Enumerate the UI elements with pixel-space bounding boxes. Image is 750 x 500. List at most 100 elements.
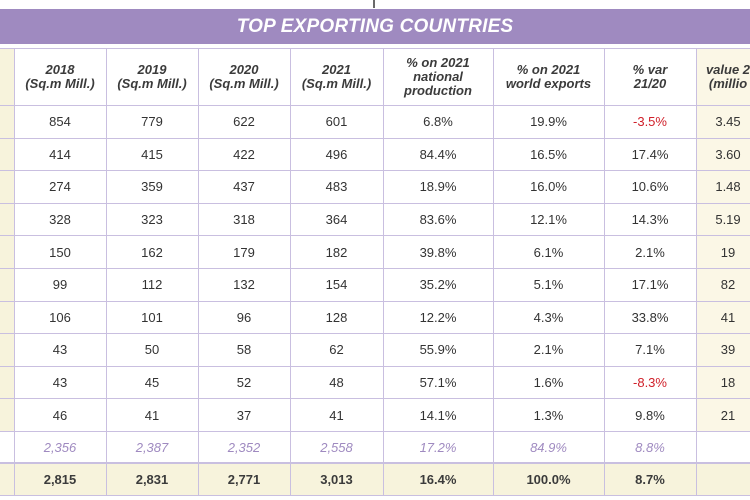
cell-2018: 414 (13, 137, 107, 172)
table-title-bar: TOP EXPORTING COUNTRIES (0, 9, 750, 46)
cell-2018: 43 (13, 365, 107, 400)
row-lead-cell (0, 235, 15, 269)
top-edge-tick (373, 0, 375, 8)
table-row: 106 101 96 128 12.2% 4.3% 33.8% 41 (0, 300, 750, 335)
cell-value: 41 (695, 300, 750, 335)
cell-world-exports: 6.1% (492, 235, 605, 269)
cell-var: 17.1% (603, 267, 697, 302)
cell-world-exports: 5.1% (492, 267, 605, 302)
cell-2020: 422 (197, 137, 291, 172)
cell-2018: 2,815 (13, 462, 107, 496)
cell-value (695, 462, 750, 496)
cell-2020: 96 (197, 300, 291, 335)
cell-2020: 179 (197, 235, 291, 269)
row-lead-cell (0, 300, 15, 335)
header-col-var: % var 21/20 (603, 48, 697, 106)
cell-2020: 52 (197, 365, 291, 400)
cell-value: 1.48 (695, 170, 750, 204)
cell-2018: 328 (13, 202, 107, 237)
cell-2021: 128 (289, 300, 384, 335)
cell-2019: 323 (105, 202, 199, 237)
cell-value (695, 430, 750, 464)
exporters-table: 2018 (Sq.m Mill.) 2019 (Sq.m Mill.) 2020 (S… (0, 48, 750, 496)
cell-2019: 779 (105, 105, 199, 139)
cell-2021: 182 (289, 235, 384, 269)
cell-2018: 43 (13, 333, 107, 367)
cell-value: 21 (695, 398, 750, 432)
cell-2019: 415 (105, 137, 199, 172)
header-col-2020: 2020 (Sq.m Mill.) (197, 48, 291, 106)
cell-national-production: 16.4% (382, 462, 494, 496)
header-col-2021: 2021 (Sq.m Mill.) (289, 48, 384, 106)
cell-2021: 48 (289, 365, 384, 400)
header-lead-cell (0, 48, 15, 106)
cell-2018: 150 (13, 235, 107, 269)
cell-2020: 132 (197, 267, 291, 302)
cell-world-exports: 16.5% (492, 137, 605, 172)
exporters-table-wrapper: 2018 (Sq.m Mill.) 2019 (Sq.m Mill.) 2020 (S… (0, 48, 750, 500)
cell-var: 2.1% (603, 235, 697, 269)
row-lead-cell (0, 430, 15, 464)
cell-national-production: 35.2% (382, 267, 494, 302)
cell-2019: 112 (105, 267, 199, 302)
cell-2021: 2,558 (289, 430, 384, 464)
cell-2018: 106 (13, 300, 107, 335)
cell-2019: 359 (105, 170, 199, 204)
top-edge (0, 0, 750, 9)
row-lead-cell (0, 267, 15, 302)
row-lead-cell (0, 170, 15, 204)
cell-world-exports: 12.1% (492, 202, 605, 237)
cell-2018: 2,356 (13, 430, 107, 464)
row-lead-cell (0, 398, 15, 432)
header-col-value: value 2 (millio (695, 48, 750, 106)
cell-2018: 274 (13, 170, 107, 204)
cell-2020: 2,771 (197, 462, 291, 496)
cell-national-production: 14.1% (382, 398, 494, 432)
cell-world-exports: 19.9% (492, 105, 605, 139)
cell-2019: 162 (105, 235, 199, 269)
cell-national-production: 18.9% (382, 170, 494, 204)
cell-national-production: 84.4% (382, 137, 494, 172)
cell-var: -3.5% (603, 105, 697, 139)
table-row: 274 359 437 483 18.9% 16.0% 10.6% 1.48 (0, 170, 750, 204)
table-row: 854 779 622 601 6.8% 19.9% -3.5% 3.45 (0, 105, 750, 139)
cell-2019: 2,831 (105, 462, 199, 496)
cell-value: 3.60 (695, 137, 750, 172)
header-col-2018: 2018 (Sq.m Mill.) (13, 48, 107, 106)
table-row: 328 323 318 364 83.6% 12.1% 14.3% 5.19 (0, 202, 750, 237)
row-lead-cell (0, 365, 15, 400)
cell-value: 19 (695, 235, 750, 269)
table-row: 46 41 37 41 14.1% 1.3% 9.8% 21 (0, 398, 750, 432)
cell-var: 14.3% (603, 202, 697, 237)
cell-var: 8.8% (603, 430, 697, 464)
cell-world-exports: 2.1% (492, 333, 605, 367)
cell-2020: 58 (197, 333, 291, 367)
cell-2020: 37 (197, 398, 291, 432)
cell-var: -8.3% (603, 365, 697, 400)
cell-2021: 496 (289, 137, 384, 172)
cell-2018: 46 (13, 398, 107, 432)
cell-2019: 50 (105, 333, 199, 367)
table-row: 414 415 422 496 84.4% 16.5% 17.4% 3.60 (0, 137, 750, 172)
cell-2020: 622 (197, 105, 291, 139)
cell-value: 18 (695, 365, 750, 400)
cell-national-production: 55.9% (382, 333, 494, 367)
cell-2021: 62 (289, 333, 384, 367)
header-row: 2018 (Sq.m Mill.) 2019 (Sq.m Mill.) 2020 (S… (0, 48, 750, 106)
cell-2019: 41 (105, 398, 199, 432)
table-row: 150 162 179 182 39.8% 6.1% 2.1% 19 (0, 235, 750, 269)
cell-2018: 99 (13, 267, 107, 302)
cell-national-production: 17.2% (382, 430, 494, 464)
cell-2019: 45 (105, 365, 199, 400)
cell-var: 7.1% (603, 333, 697, 367)
cell-var: 9.8% (603, 398, 697, 432)
cell-2021: 483 (289, 170, 384, 204)
cell-2021: 364 (289, 202, 384, 237)
cell-world-exports: 1.3% (492, 398, 605, 432)
table-row: 43 45 52 48 57.1% 1.6% -8.3% 18 (0, 365, 750, 400)
table-title: TOP EXPORTING COUNTRIES (236, 15, 514, 37)
cell-2021: 154 (289, 267, 384, 302)
cell-2020: 318 (197, 202, 291, 237)
row-lead-cell (0, 137, 15, 172)
header-col-world-exports: % on 2021 world exports (492, 48, 605, 106)
